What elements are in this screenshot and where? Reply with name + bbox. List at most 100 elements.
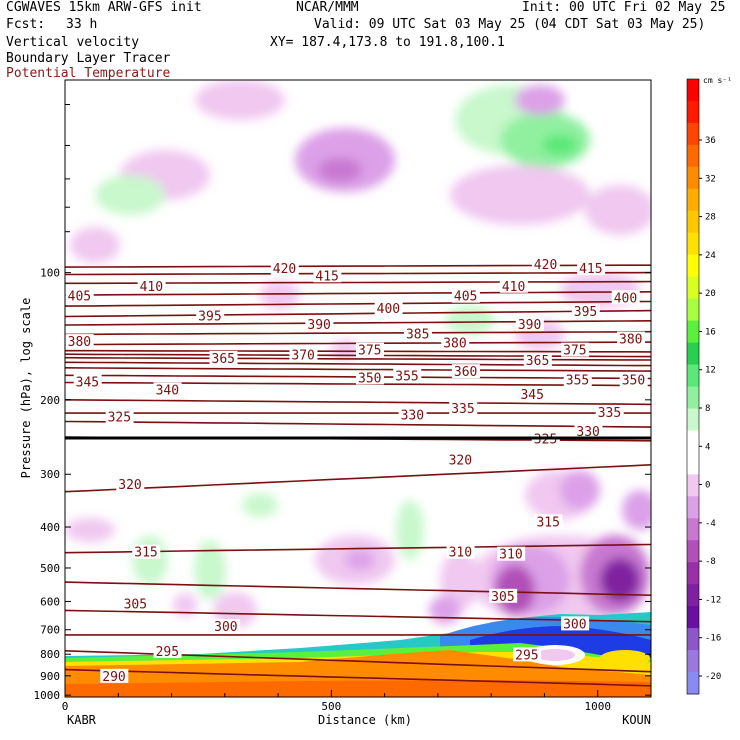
colorbar-label: 12: [705, 366, 716, 376]
contour-label: 355: [395, 369, 418, 384]
colorbar-swatch: [687, 232, 699, 256]
contour-label: 305: [491, 590, 514, 605]
contour-label: 350: [622, 374, 645, 389]
contour-label: 375: [563, 344, 586, 359]
w-blob: [600, 558, 640, 602]
contour-label-bg: [132, 544, 161, 559]
contour-label-bg: [374, 301, 403, 316]
colorbar-swatch: [687, 122, 699, 146]
isentrope-315: [65, 543, 651, 554]
colorbar-unit: cm s⁻¹: [703, 76, 732, 85]
contour-label: 400: [614, 291, 637, 306]
x-axis-label: Distance (km): [318, 713, 412, 727]
isentrope-360: [65, 361, 651, 367]
y-tick-label: 100: [40, 267, 60, 280]
contour-label: 355: [566, 374, 589, 389]
colorbar-swatch: [687, 518, 699, 541]
colorbar-label: 8: [705, 404, 710, 414]
contour-label-bg: [489, 588, 518, 603]
w-blob: [318, 158, 362, 182]
w-blob: [70, 227, 120, 263]
colorbar-swatch: [687, 298, 699, 322]
contour-label: 320: [449, 453, 472, 468]
contour-label: 360: [454, 365, 477, 380]
colorbar: 36 32 28 24 20 16 12 8 4 0 -4 -8 -12 -16 -20: [686, 78, 721, 695]
w-blob: [195, 80, 285, 120]
colorbar-swatch: [687, 562, 699, 585]
colorbar-swatch: [687, 364, 699, 387]
fcst-label: Fcst:: [6, 17, 46, 32]
contour-label: 290: [102, 670, 125, 685]
contour-label: 345: [520, 388, 543, 403]
colorbar-swatch: [687, 650, 699, 673]
colorbar-label: -4: [705, 519, 716, 529]
colorbar-label: 4: [705, 442, 710, 452]
w-blob: [450, 165, 590, 225]
contour-label-bg: [270, 260, 299, 275]
contour-label: 335: [451, 402, 474, 417]
isentrope-355: [65, 367, 651, 372]
colorbar-label: 0: [705, 481, 710, 491]
isentrope-310: [65, 581, 651, 596]
contour-label-bg: [209, 350, 238, 365]
y-tick-label: 1000: [34, 689, 61, 702]
colorbar-swatch: [687, 584, 699, 607]
contour-label: 300: [563, 617, 586, 632]
isentrope-415: [65, 271, 651, 276]
contour-label: 330: [576, 425, 599, 440]
field-potential-temperature: Potential Temperature: [6, 66, 171, 81]
contour-label: 345: [76, 376, 99, 391]
contour-label: 310: [499, 548, 522, 563]
isentrope-290: [65, 668, 651, 687]
colorbar-label: 32: [705, 174, 716, 184]
w-blob: [242, 493, 278, 517]
w-blob: [440, 550, 480, 610]
tracer-fill: [600, 650, 650, 666]
contour-label-bg: [153, 643, 182, 658]
left-station: KABR: [67, 713, 97, 727]
shaded-fields: 420 415 405 410 405 410 420 415 400 395 390 400 385 3…: [65, 80, 651, 697]
contour-label: 315: [536, 515, 559, 530]
contour-label: 320: [118, 478, 141, 493]
colorbar-label: 36: [705, 136, 716, 146]
colorbar-swatch: [687, 452, 699, 475]
colorbar-swatch: [687, 628, 699, 651]
w-blob: [65, 518, 115, 542]
colorbar-swatch: [687, 166, 699, 190]
colorbar-label: 20: [705, 289, 716, 299]
contour-label: 295: [515, 648, 538, 663]
contour-label: 420: [273, 262, 296, 277]
colorbar-swatch: [687, 342, 699, 366]
colorbar-swatch: [687, 672, 699, 695]
contour-label-bg: [212, 619, 241, 634]
contour-label: 410: [140, 280, 163, 295]
y-tick-label: 600: [40, 595, 60, 608]
y-tick-label: 200: [40, 394, 60, 407]
init-time: Init: 00 UTC Fri 02 May 25: [522, 0, 726, 15]
contour-label: 305: [124, 597, 147, 612]
contour-label-bg: [393, 368, 422, 383]
contour-label: 340: [156, 383, 179, 398]
contour-label: 295: [156, 645, 179, 660]
contour-label-bg: [116, 476, 145, 491]
x-tick-label: 500: [321, 700, 341, 713]
colorbar-label: -16: [705, 634, 721, 644]
y-tick-label: 500: [40, 562, 60, 575]
contour-label-bg: [577, 260, 606, 275]
colorbar-swatch: [687, 320, 699, 344]
contour-label-bg: [499, 278, 528, 293]
tracer-fill: [65, 680, 651, 697]
colorbar-swatch: [687, 386, 699, 409]
y-tick-label: 300: [40, 468, 60, 481]
w-blob: [445, 305, 495, 335]
y-tick-label: 800: [40, 648, 60, 661]
colorbar-swatch: [687, 408, 699, 431]
y-axis-label: Pressure (hPa), log scale: [19, 298, 33, 479]
y-tick-label: 900: [40, 670, 60, 683]
colorbar-label: 16: [705, 327, 716, 337]
colorbar-swatch: [687, 100, 699, 124]
contour-label: 300: [214, 620, 237, 635]
colorbar-swatch: [687, 606, 699, 629]
valid-time: Valid: 09 UTC Sat 03 May 25 (04 CDT Sat …: [314, 17, 706, 32]
w-blob: [542, 135, 578, 155]
